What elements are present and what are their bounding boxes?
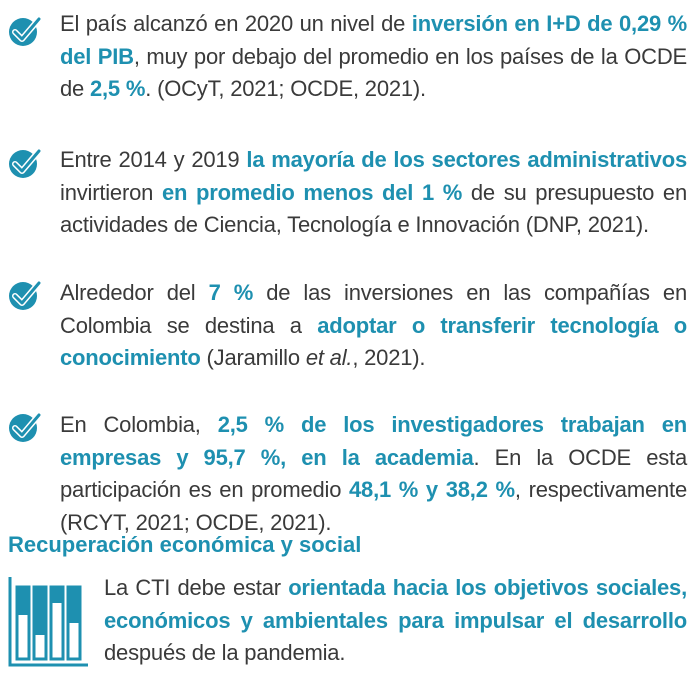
bullet-text: En Colombia, 2,5 % de los investigadores…: [60, 409, 687, 539]
highlight-text: en promedio menos del 1 %: [161, 179, 463, 205]
check-icon: [9, 148, 42, 178]
body-text: , muy por debajo del promedio en los paí…: [60, 43, 687, 102]
body-text: , respectivamente (RCYT, 2021; OCDE, 202…: [60, 477, 687, 535]
body-text: Alrededor del: [60, 280, 209, 305]
highlight-text: 48,1 % y 38,2 %: [349, 477, 515, 502]
body-text: de las inversiones en las compañías en C…: [60, 280, 687, 338]
bullet-text: El país alcanzó en 2020 un nivel de inve…: [60, 8, 687, 106]
body-text: La CTI debe estar: [104, 575, 289, 600]
bullet-text: Alrededor del 7 % de las inversiones en …: [60, 277, 687, 375]
highlight-text: 2,5 %: [89, 76, 146, 101]
body-text: , 2021).: [352, 345, 426, 370]
body-text: invirtieron: [60, 179, 162, 205]
body-text: En Colombia,: [60, 412, 218, 437]
bullet-text: Entre 2014 y 2019 la mayoría de los sect…: [60, 144, 687, 242]
body-text: Entre 2014 y 2019: [60, 147, 247, 172]
body-text: de su presupuesto en actividades de Cien…: [60, 179, 687, 238]
body-text: (Jaramillo: [200, 345, 306, 370]
section-title: Recuperación económica y social: [8, 532, 362, 557]
italic-text: et al.: [305, 345, 353, 370]
check-icon: [9, 16, 42, 46]
highlight-text: adoptar o transferir tecnología o conoci…: [60, 312, 687, 371]
bar-chart-icon: [8, 577, 88, 667]
highlight-text: 2,5 % de los investigadores trabajan en …: [60, 412, 688, 470]
highlight-text: 7 %: [208, 280, 254, 305]
check-icon: [9, 280, 42, 310]
highlight-text: la mayoría de los sectores administrativ…: [246, 147, 687, 172]
check-icon: [9, 412, 42, 442]
section-text: La CTI debe estar orientada hacia los ob…: [104, 572, 687, 670]
body-text: . En la OCDE esta participación es en pr…: [60, 444, 687, 503]
body-text: . (OCyT, 2021; OCDE, 2021).: [145, 76, 426, 101]
body-text: El país alcanzó en 2020 un nivel de: [60, 11, 412, 36]
highlight-text: inversión en I+D de 0,29 % del PIB: [60, 11, 687, 69]
body-text: después de la pandemia.: [104, 640, 346, 665]
highlight-text: orientada hacia los objetivos sociales, …: [104, 575, 687, 633]
